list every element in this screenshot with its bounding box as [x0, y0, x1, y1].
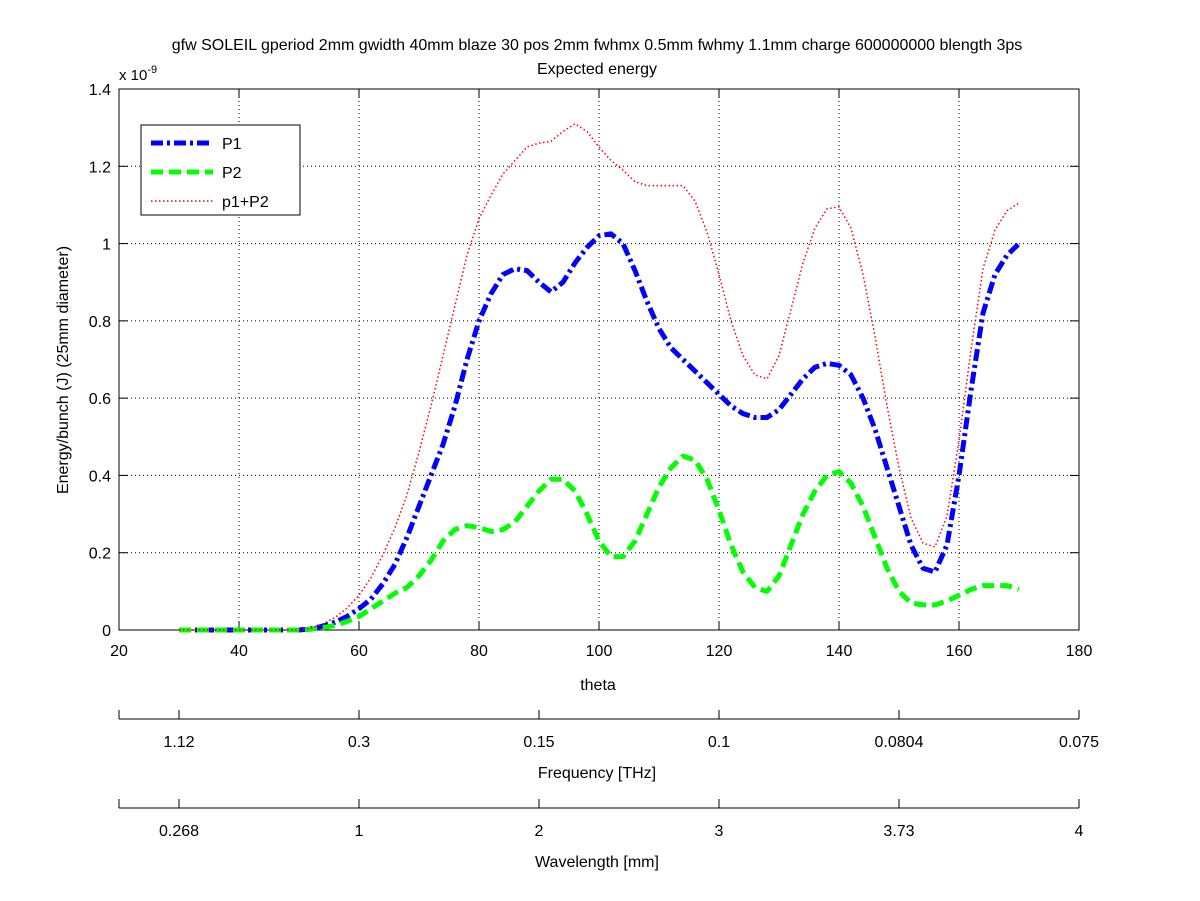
wavelength-tick-label: 0.268	[159, 823, 199, 840]
x-tick-label: 100	[586, 643, 613, 660]
y-tick-label: 1.2	[89, 159, 111, 176]
chart-title: gfw SOLEIL gperiod 2mm gwidth 40mm blaze…	[172, 37, 1022, 54]
y-tick-labels: 0 0.2 0.4 0.6 0.8 1 1.2 1.4	[89, 82, 111, 640]
legend: P1 P2 p1+P2	[140, 124, 301, 216]
legend-label-p2: P2	[222, 165, 242, 182]
wavelength-tick-label: 3	[715, 823, 724, 840]
y-tick-label: 0.6	[89, 391, 111, 408]
y-multiplier-base: x 10	[119, 67, 147, 84]
frequency-tick-label: 0.075	[1059, 734, 1099, 751]
legend-box	[140, 124, 301, 216]
wavelength-tick-label: 1	[355, 823, 364, 840]
wavelength-tick-label: 2	[535, 823, 544, 840]
frequency-tick-label: 0.0804	[875, 734, 924, 751]
x-tick-label: 80	[470, 643, 488, 660]
x-tick-label: 120	[706, 643, 733, 660]
x-tick-label: 180	[1066, 643, 1093, 660]
y-tick-label: 1.4	[89, 82, 111, 99]
y-multiplier: x 10-9	[119, 64, 157, 84]
grid-lines	[119, 89, 1079, 630]
y-multiplier-exponent: -9	[147, 64, 157, 76]
x-tick-label: 60	[350, 643, 368, 660]
frequency-tick-label: 1.12	[163, 734, 194, 751]
x-tick-label: 20	[110, 643, 128, 660]
y-tick-label: 0.2	[89, 546, 111, 563]
wavelength-axis-ticks: 0.268 1 2 3 3.73 4	[118, 799, 1084, 840]
y-tick-label: 0.4	[89, 468, 111, 485]
legend-label-sum: p1+P2	[222, 194, 269, 211]
frequency-tick-label: 0.1	[708, 734, 730, 751]
y-tick-label: 0	[102, 623, 111, 640]
wavelength-axis: 0.268 1 2 3 3.73 4 Wavelength [mm]	[118, 799, 1084, 871]
frequency-axis: 1.12 0.3 0.15 0.1 0.0804 0.075 Frequency [THz…	[118, 710, 1099, 782]
series-layer	[179, 123, 1021, 633]
x-tick-label: 140	[826, 643, 853, 660]
x-tick-label: 40	[230, 643, 248, 660]
wavelength-tick-label: 3.73	[883, 823, 914, 840]
legend-label-p1: P1	[222, 136, 242, 153]
y-tick-label: 0.8	[89, 314, 111, 331]
frequency-axis-ticks: 1.12 0.3 0.15 0.1 0.0804 0.075	[118, 710, 1099, 751]
x-tick-label: 160	[946, 643, 973, 660]
x-tick-labels: 20 40 60 80 100 120 140 160 180	[110, 643, 1092, 660]
x-axis-label: theta	[580, 677, 616, 694]
frequency-tick-label: 0.15	[523, 734, 554, 751]
chart-subtitle: Expected energy	[537, 61, 657, 78]
y-axis-label: Energy/bunch (J) (25mm diameter)	[55, 246, 72, 494]
frequency-axis-label: Frequency [THz]	[538, 765, 656, 782]
series-line-2	[179, 453, 1020, 633]
wavelength-tick-label: 4	[1075, 823, 1084, 840]
series-line-1	[179, 231, 1021, 633]
frequency-tick-label: 0.3	[348, 734, 370, 751]
wavelength-axis-label: Wavelength [mm]	[535, 854, 659, 871]
y-tick-label: 1	[102, 237, 111, 254]
